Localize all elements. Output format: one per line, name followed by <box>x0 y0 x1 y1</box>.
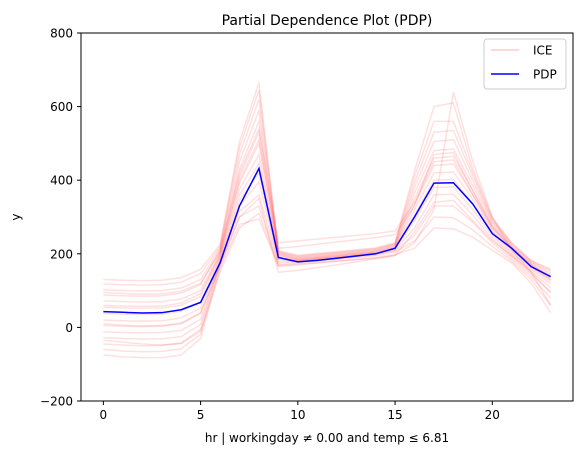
y-axis-label: y <box>9 213 23 220</box>
ice-line <box>103 129 552 310</box>
legend-ice-label: ICE <box>533 44 553 58</box>
x-axis-label: hr | workingday ≠ 0.00 and temp ≤ 6.81 <box>205 431 449 445</box>
x-tick-label: 20 <box>485 408 500 422</box>
legend-frame <box>483 38 567 90</box>
legend-pdp-label: PDP <box>533 68 557 82</box>
chart-title: Partial Dependence Plot (PDP) <box>222 13 433 29</box>
x-tick-label: 0 <box>100 408 108 422</box>
y-tick-label: 800 <box>50 27 73 41</box>
ice-line <box>103 152 552 322</box>
y-axis: −200 0 200 400 600 800 <box>40 27 81 409</box>
ice-line <box>103 197 552 327</box>
ice-line <box>103 89 551 286</box>
ice-line <box>103 98 551 292</box>
x-tick-label: 15 <box>387 408 402 422</box>
ice-line <box>103 140 552 316</box>
x-axis: 0 5 10 15 20 <box>100 401 500 422</box>
axes-frame <box>80 32 574 402</box>
pdp-lines <box>103 166 551 314</box>
ice-line <box>103 118 552 303</box>
pdp-line <box>103 166 551 314</box>
y-tick-label: −200 <box>40 395 73 409</box>
y-tick-label: 600 <box>50 100 73 114</box>
ice-line <box>103 91 552 346</box>
ice-line <box>103 180 552 340</box>
ice-lines <box>103 82 552 359</box>
ice-line <box>103 126 552 296</box>
ice-line <box>103 171 552 334</box>
x-tick-label: 5 <box>197 408 205 422</box>
ice-line <box>103 110 552 297</box>
ice-line <box>103 82 551 282</box>
legend: ICE PDP <box>483 38 567 90</box>
x-tick-label: 10 <box>290 408 305 422</box>
ice-line <box>103 204 552 353</box>
ice-line <box>103 217 552 359</box>
ice-line <box>103 137 552 308</box>
y-tick-label: 200 <box>50 247 73 261</box>
y-tick-label: 400 <box>50 174 73 188</box>
y-tick-label: 0 <box>65 321 73 335</box>
